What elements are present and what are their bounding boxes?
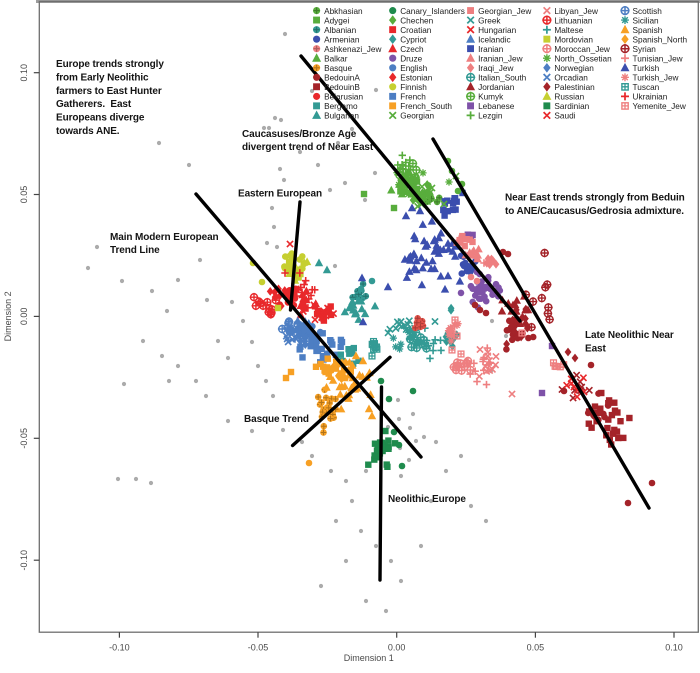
svg-text:to ANE/Caucasus/Gedrosia admix: to ANE/Caucasus/Gedrosia admixture. xyxy=(505,206,684,217)
svg-text:Saudi: Saudi xyxy=(554,112,575,121)
svg-text:Georgian: Georgian xyxy=(400,112,434,121)
svg-text:Abkhasian: Abkhasian xyxy=(324,7,363,16)
svg-text:0.10: 0.10 xyxy=(19,64,29,82)
svg-text:East: East xyxy=(585,344,606,355)
svg-text:Gatherers. East: Gatherers. East xyxy=(56,99,132,110)
svg-text:Hungarian: Hungarian xyxy=(478,26,516,35)
svg-text:Turkish: Turkish xyxy=(633,64,660,73)
svg-text:Libyan_Jew: Libyan_Jew xyxy=(554,7,598,16)
svg-text:-0.10: -0.10 xyxy=(109,643,130,653)
svg-text:0.05: 0.05 xyxy=(19,186,29,204)
svg-text:Syrian: Syrian xyxy=(633,45,657,54)
svg-text:Late Neolithic Near: Late Neolithic Near xyxy=(585,330,674,341)
svg-text:Albanian: Albanian xyxy=(324,26,357,35)
svg-text:Estonian: Estonian xyxy=(400,74,433,83)
svg-text:Canary_Islanders: Canary_Islanders xyxy=(400,7,465,16)
svg-text:-0.05: -0.05 xyxy=(248,643,269,653)
svg-text:Bulgarian: Bulgarian xyxy=(324,112,359,121)
svg-text:French: French xyxy=(400,93,426,102)
svg-text:Ashkenazi_Jew: Ashkenazi_Jew xyxy=(324,45,381,54)
svg-text:Cypriot: Cypriot xyxy=(400,35,427,44)
svg-text:Armenian: Armenian xyxy=(324,35,360,44)
svg-text:Iraqi_Jew: Iraqi_Jew xyxy=(478,64,513,73)
svg-text:Mordovian: Mordovian xyxy=(554,35,593,44)
svg-text:Lebanese: Lebanese xyxy=(478,102,515,111)
svg-text:Belarusian: Belarusian xyxy=(324,93,363,102)
svg-text:-0.05: -0.05 xyxy=(19,428,29,449)
svg-text:divergent trend of Near East: divergent trend of Near East xyxy=(242,142,374,153)
svg-text:Kumyk: Kumyk xyxy=(478,93,504,102)
svg-text:towards ANE.: towards ANE. xyxy=(56,126,120,137)
svg-text:Georgian_Jew: Georgian_Jew xyxy=(478,7,531,16)
svg-text:Chechen: Chechen xyxy=(400,16,433,25)
svg-text:Norwegian: Norwegian xyxy=(554,64,594,73)
svg-text:Europe trends strongly: Europe trends strongly xyxy=(56,59,164,70)
svg-text:BedouinA: BedouinA xyxy=(324,74,360,83)
svg-text:Ukrainian: Ukrainian xyxy=(633,93,668,102)
svg-text:Europeans diverge: Europeans diverge xyxy=(56,113,145,124)
svg-text:English: English xyxy=(400,64,427,73)
svg-text:Tunisian_Jew: Tunisian_Jew xyxy=(633,55,683,64)
svg-text:Druze: Druze xyxy=(400,55,422,64)
svg-text:Lithuanian: Lithuanian xyxy=(554,16,592,25)
svg-text:Tuscan: Tuscan xyxy=(633,83,660,92)
svg-text:0.05: 0.05 xyxy=(527,643,545,653)
svg-text:Main Modern European: Main Modern European xyxy=(110,232,219,243)
svg-text:Czech: Czech xyxy=(400,45,424,54)
svg-text:Jordanian: Jordanian xyxy=(478,83,515,92)
svg-text:Orcadian: Orcadian xyxy=(554,74,588,83)
svg-text:Turkish_Jew: Turkish_Jew xyxy=(633,74,679,83)
svg-text:Basque: Basque xyxy=(324,64,352,73)
svg-text:Russian: Russian xyxy=(554,93,584,102)
svg-text:North_Ossetian: North_Ossetian xyxy=(554,55,612,64)
svg-text:Neolithic Europe: Neolithic Europe xyxy=(388,494,466,505)
svg-text:Sicilian: Sicilian xyxy=(633,16,660,25)
svg-text:0.10: 0.10 xyxy=(665,643,683,653)
svg-text:Spanish_North: Spanish_North xyxy=(633,35,688,44)
svg-text:Adygei: Adygei xyxy=(324,16,349,25)
svg-text:farmers to East Hunter: farmers to East Hunter xyxy=(56,86,162,97)
svg-text:Moroccan_Jew: Moroccan_Jew xyxy=(554,45,610,54)
svg-text:Eastern European: Eastern European xyxy=(238,189,322,200)
svg-text:Trend Line: Trend Line xyxy=(110,245,160,256)
svg-text:Maltese: Maltese xyxy=(554,26,583,35)
svg-text:Dimension 2: Dimension 2 xyxy=(3,291,13,341)
svg-text:from Early Neolithic: from Early Neolithic xyxy=(56,72,149,83)
svg-text:Caucasuses/Bronze Age: Caucasuses/Bronze Age xyxy=(242,129,357,140)
svg-text:0.00: 0.00 xyxy=(388,643,406,653)
svg-text:Basque Trend: Basque Trend xyxy=(244,414,309,425)
svg-text:Palestinian: Palestinian xyxy=(554,83,595,92)
svg-text:Bergamo: Bergamo xyxy=(324,102,358,111)
svg-text:Croatian: Croatian xyxy=(400,26,432,35)
svg-text:Italian_South: Italian_South xyxy=(478,74,527,83)
svg-text:Scottish: Scottish xyxy=(633,7,663,16)
svg-text:Balkar: Balkar xyxy=(324,55,348,64)
svg-text:-0.10: -0.10 xyxy=(19,550,29,571)
svg-text:Yemenite_Jew: Yemenite_Jew xyxy=(633,102,686,111)
svg-text:0.00: 0.00 xyxy=(19,308,29,326)
svg-text:Spanish: Spanish xyxy=(633,26,663,35)
svg-text:BedouinB: BedouinB xyxy=(324,83,360,92)
svg-text:Finnish: Finnish xyxy=(400,83,427,92)
svg-text:Icelandic: Icelandic xyxy=(478,35,511,44)
svg-text:Lezgin: Lezgin xyxy=(478,112,503,121)
svg-text:Dimension 1: Dimension 1 xyxy=(344,653,394,663)
svg-text:Near East trends strongly from: Near East trends strongly from Beduin xyxy=(505,193,685,204)
svg-text:Greek: Greek xyxy=(478,16,501,25)
svg-text:Sardinian: Sardinian xyxy=(554,102,589,111)
svg-text:Iranian_Jew: Iranian_Jew xyxy=(478,55,523,64)
svg-text:Iranian: Iranian xyxy=(478,45,504,54)
svg-text:French_South: French_South xyxy=(400,102,452,111)
